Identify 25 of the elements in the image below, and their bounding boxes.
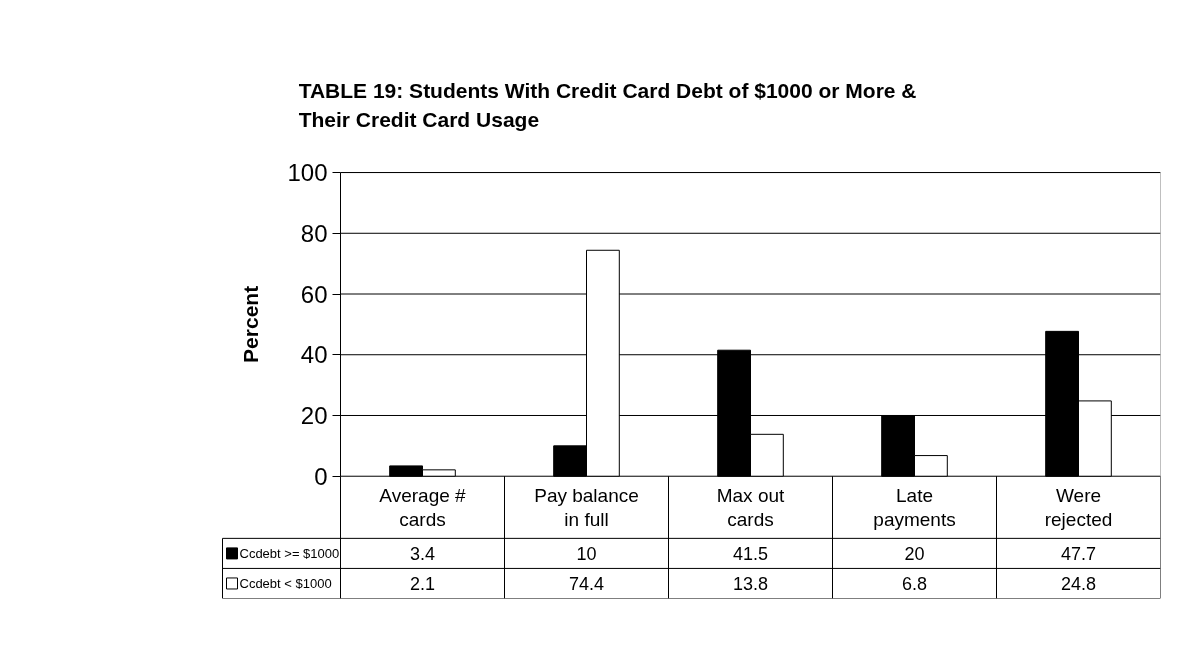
y-tick-label: 40 [300,341,328,369]
chart-title: TABLE 19: Students With Credit Card Debt of $1000 or More & Their Credit Card Usage [298,78,917,132]
data-label: 47.7 [1060,543,1097,564]
y-tick-label: 20 [300,401,328,429]
y-tick-label: 60 [300,280,328,308]
data-label: 3.4 [409,543,436,564]
y-tick-label: 80 [300,219,328,247]
data-label: 74.4 [568,573,605,594]
legend-label: Ccdebt < $1000 [239,575,332,591]
x-tick-label: Pay balance in full [534,484,639,530]
data-label: 10 [576,543,597,564]
data-label: 13.8 [732,573,769,594]
y-tick-label: 0 [314,462,328,490]
data-label: 2.1 [409,573,436,594]
data-label: 6.8 [901,573,928,594]
legend-label: Ccdebt >= $1000 [239,545,340,561]
y-axis-title: Percent [239,285,262,363]
x-tick-label: Max out cards [716,484,786,530]
data-label: 20 [904,543,925,564]
x-tick-label: Late payments [873,484,956,530]
x-tick-label: Average # cards [379,484,467,530]
y-tick-label: 100 [287,159,328,187]
x-tick-label: Were rejected [1044,484,1113,530]
data-label: 24.8 [1060,573,1097,594]
data-label: 41.5 [732,543,769,564]
